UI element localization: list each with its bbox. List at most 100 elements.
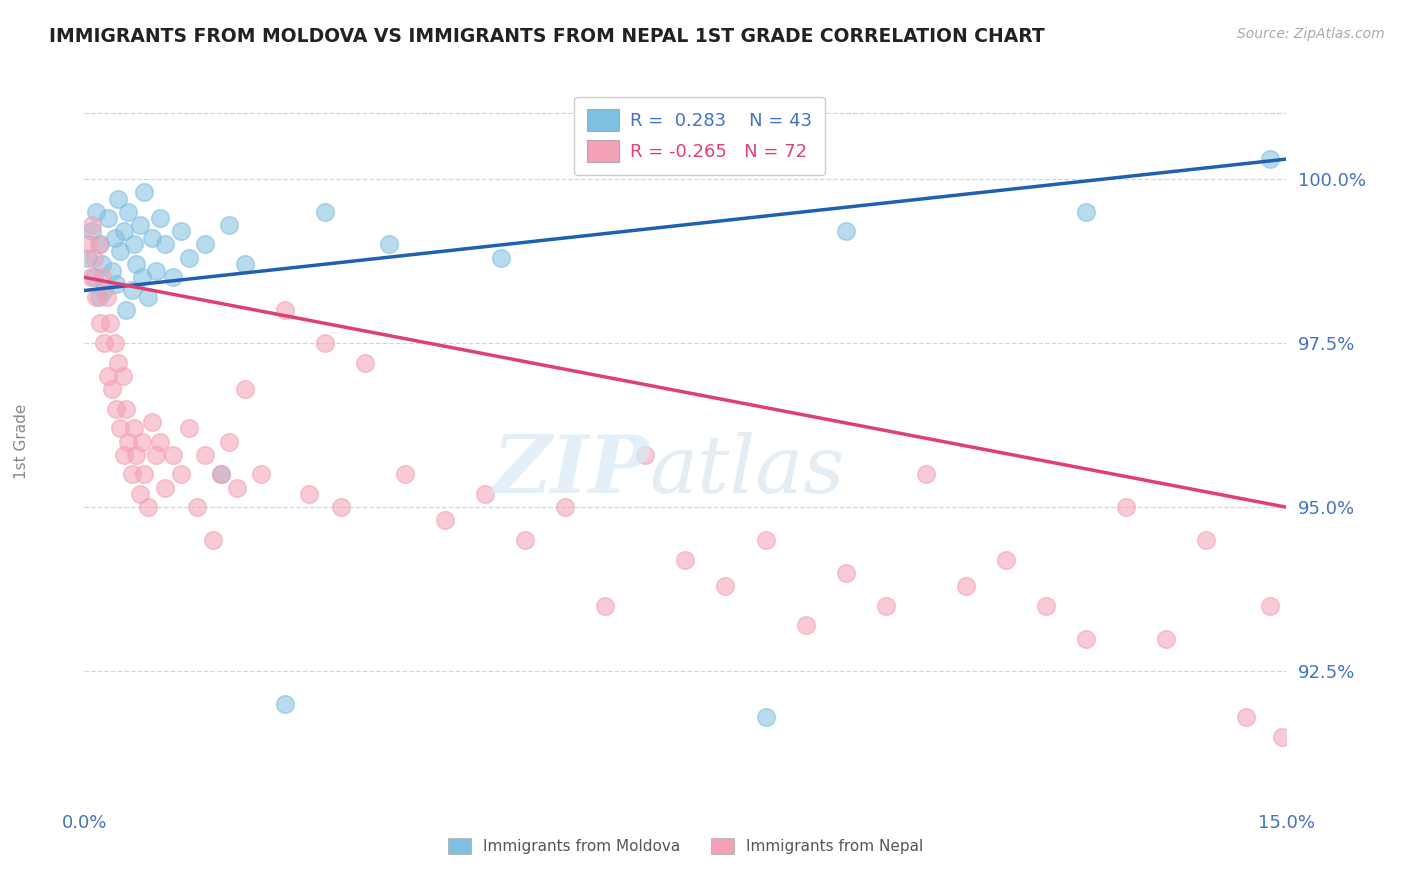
Point: [169, 224, 191, 238]
Point: [394, 467, 416, 482]
Point: [249, 467, 271, 482]
Point: [995, 553, 1018, 567]
Point: [489, 251, 512, 265]
Point: [105, 277, 128, 291]
Point: [314, 204, 336, 219]
Point: [595, 599, 617, 613]
Point: [1260, 599, 1282, 613]
Point: [98, 316, 121, 330]
Point: [83, 270, 105, 285]
Point: [434, 513, 457, 527]
Point: [153, 237, 176, 252]
Point: [177, 251, 200, 265]
Point: [104, 231, 127, 245]
Point: [77, 251, 100, 265]
Point: [114, 224, 135, 238]
Point: [794, 618, 817, 632]
Point: [1115, 500, 1137, 515]
Point: [129, 487, 152, 501]
Point: [138, 290, 160, 304]
Point: [153, 481, 176, 495]
Point: [218, 218, 240, 232]
Point: [121, 467, 143, 482]
Point: [1195, 533, 1218, 547]
Point: [97, 368, 120, 383]
Point: [1076, 632, 1098, 646]
Point: [77, 237, 100, 252]
Point: [314, 336, 336, 351]
Point: [131, 434, 153, 449]
Point: [145, 264, 167, 278]
Point: [915, 467, 938, 482]
Text: Source: ZipAtlas.com: Source: ZipAtlas.com: [1237, 27, 1385, 41]
Point: [1260, 152, 1282, 166]
Point: [955, 579, 977, 593]
Point: [107, 192, 129, 206]
Point: [129, 218, 152, 232]
Text: atlas: atlas: [650, 432, 845, 509]
Point: [755, 710, 778, 724]
Point: [110, 244, 132, 258]
Point: [201, 533, 224, 547]
Point: [162, 270, 184, 285]
Point: [104, 336, 127, 351]
Point: [107, 356, 129, 370]
Point: [93, 284, 115, 298]
Point: [218, 434, 240, 449]
Point: [101, 264, 124, 278]
Point: [1271, 730, 1294, 744]
Point: [298, 487, 321, 501]
Point: [87, 237, 110, 252]
Point: [87, 290, 110, 304]
Text: ZIP: ZIP: [492, 432, 650, 509]
Point: [125, 448, 148, 462]
Point: [194, 448, 217, 462]
Point: [91, 257, 114, 271]
Point: [209, 467, 232, 482]
Point: [101, 382, 124, 396]
Point: [91, 270, 114, 285]
Point: [134, 467, 156, 482]
Point: [114, 448, 135, 462]
Point: [149, 211, 172, 226]
Point: [145, 448, 167, 462]
Point: [105, 401, 128, 416]
Point: [875, 599, 897, 613]
Point: [162, 448, 184, 462]
Point: [1156, 632, 1178, 646]
Point: [115, 303, 138, 318]
Point: [141, 231, 163, 245]
Point: [1236, 710, 1258, 724]
Point: [474, 487, 496, 501]
Point: [169, 467, 191, 482]
Point: [117, 204, 139, 219]
Legend: Immigrants from Moldova, Immigrants from Nepal: Immigrants from Moldova, Immigrants from…: [441, 832, 929, 860]
Point: [714, 579, 737, 593]
Point: [274, 698, 297, 712]
Point: [82, 224, 104, 238]
Point: [89, 316, 111, 330]
Point: [110, 421, 132, 435]
Point: [117, 434, 139, 449]
Point: [80, 270, 103, 285]
Y-axis label: 1st Grade: 1st Grade: [14, 404, 28, 479]
Point: [1076, 204, 1098, 219]
Point: [122, 237, 145, 252]
Point: [141, 415, 163, 429]
Point: [83, 251, 105, 265]
Point: [96, 290, 118, 304]
Point: [86, 204, 108, 219]
Point: [186, 500, 208, 515]
Point: [177, 421, 200, 435]
Point: [93, 336, 115, 351]
Point: [97, 211, 120, 226]
Text: IMMIGRANTS FROM MOLDOVA VS IMMIGRANTS FROM NEPAL 1ST GRADE CORRELATION CHART: IMMIGRANTS FROM MOLDOVA VS IMMIGRANTS FR…: [49, 27, 1045, 45]
Point: [82, 218, 104, 232]
Point: [354, 356, 377, 370]
Point: [329, 500, 352, 515]
Point: [194, 237, 217, 252]
Point: [134, 185, 156, 199]
Point: [89, 237, 111, 252]
Point: [122, 421, 145, 435]
Point: [554, 500, 576, 515]
